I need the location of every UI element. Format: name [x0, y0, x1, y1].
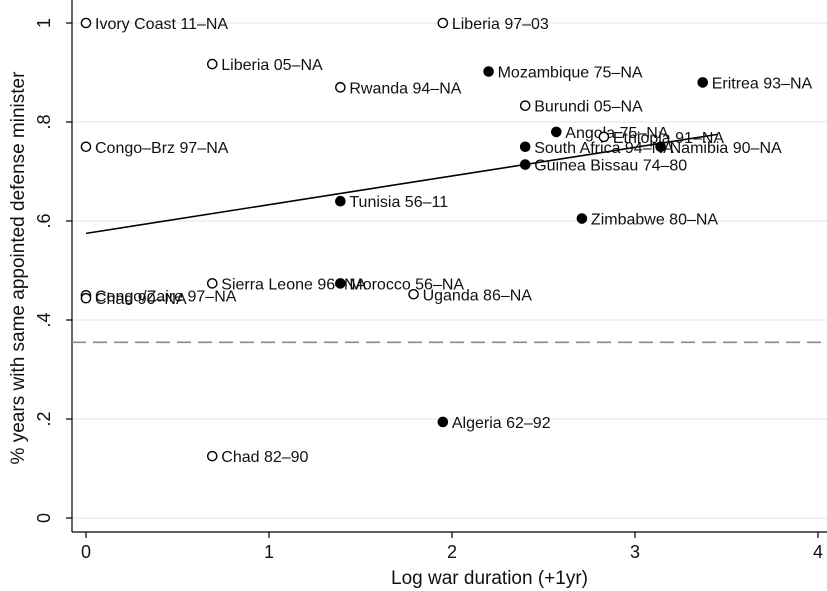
y-tick-label: .4: [34, 312, 54, 327]
data-point: [80, 292, 92, 304]
x-tick-label: 1: [264, 542, 274, 562]
data-point: [335, 82, 346, 93]
data-point: [519, 141, 531, 153]
y-tick-label: .6: [34, 213, 54, 228]
data-point-label: Chad 90–NA: [95, 291, 187, 308]
data-point: [551, 126, 562, 138]
data-point: [697, 77, 709, 88]
data-point: [655, 141, 666, 153]
x-tick-label: 4: [813, 542, 823, 562]
data-point-label: Zimbabwe 80–NA: [591, 212, 719, 229]
x-axis-title: Log war duration (+1yr): [391, 568, 588, 589]
data-point: [80, 17, 92, 29]
data-point: [80, 141, 92, 153]
data-point-label: Congo/Zaire 97–NA: [95, 288, 237, 305]
data-point: [206, 450, 218, 462]
x-tick-label: 2: [447, 542, 457, 562]
data-point: [576, 213, 588, 224]
data-point-label: Rwanda 94–NA: [349, 80, 461, 97]
y-tick-label: .8: [34, 114, 54, 129]
data-point-label: Algeria 62–92: [452, 415, 551, 432]
data-point-label: Guinea Bissau 74–80: [534, 158, 687, 175]
data-point-label: Tunisia 56–11: [349, 194, 448, 211]
data-point-label: Ethiopia 91–NA: [613, 130, 725, 147]
data-point: [335, 195, 346, 207]
data-point-label: Eritrea 93–NA: [712, 75, 813, 92]
data-point-label: Liberia 97–03: [452, 16, 549, 33]
y-tick-label: 0: [34, 513, 54, 523]
data-point-label: Burundi 05–NA: [534, 99, 643, 116]
data-point: [519, 100, 531, 111]
data-point: [598, 131, 610, 143]
data-point: [437, 17, 449, 29]
x-tick-label: 0: [81, 542, 91, 562]
data-point-label: Congo–Brz 97–NA: [95, 140, 229, 157]
data-point-label: Morocco 56–NA: [349, 276, 464, 293]
data-point: [483, 66, 494, 77]
data-point-label: Chad 82–90: [221, 449, 308, 466]
data-point-label: Sierra Leone 96–NA: [221, 276, 366, 293]
data-points: Ivory Coast 11–NA Liberia 97–03 Liberia 05…: [80, 16, 813, 466]
data-point: [437, 416, 449, 428]
fit-line: [85, 133, 718, 235]
data-point: [335, 278, 346, 289]
lines: [72, 133, 827, 344]
y-axis-title: % years with same appointed defense mini…: [8, 71, 29, 465]
data-point: [408, 288, 419, 300]
data-point: [519, 159, 531, 170]
axes: 0 .2 .4 .6 .8 1 0 1 2 3 4: [34, 0, 827, 562]
x-tick-label: 3: [630, 542, 640, 562]
data-point-label: Ivory Coast 11–NA: [95, 16, 228, 33]
data-point-label: Liberia 05–NA: [221, 57, 323, 74]
data-point: [206, 58, 218, 70]
data-point: [206, 278, 218, 289]
data-point-label: Angola 75–NA: [565, 125, 669, 142]
y-tick-label: .2: [34, 411, 54, 426]
gridlines: [72, 22, 827, 519]
data-point-label: Mozambique 75–NA: [498, 65, 643, 82]
y-tick-label: 1: [34, 18, 54, 28]
data-point-label: Uganda 86–NA: [423, 287, 533, 304]
data-point-label: Namibia 90–NA: [670, 140, 782, 157]
data-point-label: South Africa 94–NA: [534, 140, 674, 157]
